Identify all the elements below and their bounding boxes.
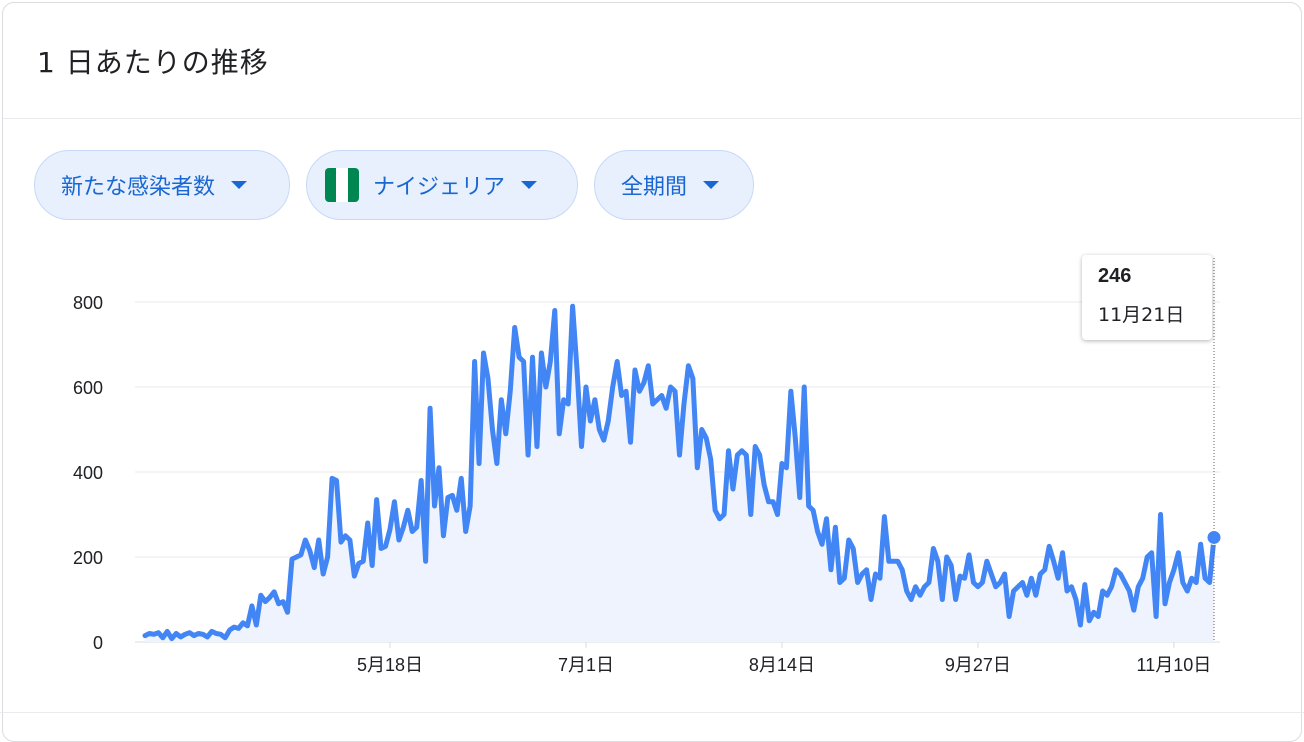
x-axis-labels: 5月18日 7月1日 8月14日 9月27日 11月10日	[357, 642, 1211, 675]
metric-dropdown-label: 新たな感染者数	[61, 175, 216, 200]
y-tick-label: 0	[93, 633, 103, 653]
chevron-down-icon	[703, 181, 720, 189]
x-tick-label: 11月10日	[1137, 655, 1212, 675]
y-axis-labels: 0 200 400 600 800	[73, 293, 103, 653]
chevron-down-icon	[231, 181, 248, 189]
flag-stripe-middle	[336, 168, 348, 202]
y-tick-label: 200	[73, 548, 103, 568]
country-dropdown-label: ナイジェリア	[373, 175, 506, 200]
x-tick-label: 9月27日	[945, 655, 1011, 675]
hover-point[interactable]	[1206, 529, 1222, 545]
x-tick-label: 5月18日	[357, 655, 423, 675]
x-tick-label: 7月1日	[558, 655, 614, 675]
tooltip-date: 11月21日	[1098, 304, 1185, 326]
period-dropdown-label: 全期間	[621, 175, 688, 200]
nigeria-flag-icon	[325, 168, 359, 202]
flag-stripe-right	[347, 168, 359, 202]
y-tick-label: 400	[73, 463, 103, 483]
y-tick-label: 600	[73, 378, 103, 398]
y-tick-label: 800	[73, 293, 103, 313]
card-title: 1 日あたりの推移	[37, 46, 269, 79]
x-tick-label: 8月14日	[749, 655, 815, 675]
metric-dropdown[interactable]: 新たな感染者数	[34, 150, 290, 220]
chevron-down-icon	[521, 181, 538, 189]
cases-area	[145, 306, 1214, 642]
period-dropdown[interactable]: 全期間	[594, 150, 754, 220]
card-header: 1 日あたりの推移	[3, 3, 1301, 119]
card-divider	[0, 712, 1304, 713]
tooltip-value: 246	[1098, 265, 1132, 287]
cases-line	[142, 303, 1217, 642]
chart-tooltip: 246 11月21日	[1082, 255, 1212, 340]
flag-stripe-left	[325, 168, 337, 202]
country-dropdown[interactable]: ナイジェリア	[306, 150, 578, 220]
